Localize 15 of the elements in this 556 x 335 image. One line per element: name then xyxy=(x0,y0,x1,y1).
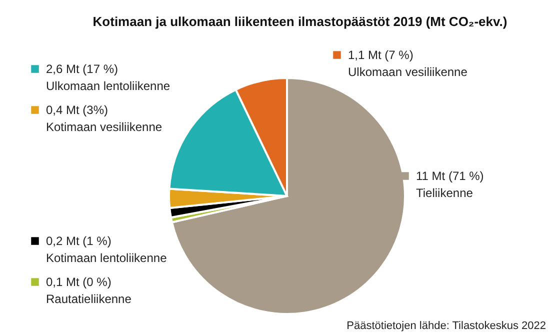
chart-title: Kotimaan ja ulkomaan liikenteen ilmastopäästöt 2019 (Mt CO₂-ekv.) xyxy=(92,14,508,29)
legend-label: Rautatieliikenne xyxy=(46,292,132,306)
data-label: 11 Mt (71 %) xyxy=(416,169,484,183)
data-label: 0,2 Mt (1 %) xyxy=(46,234,112,248)
data-label: 2,6 Mt (17 %) xyxy=(46,62,118,76)
legend-label: Ulkomaan lentoliikenne xyxy=(46,79,170,93)
legend-label: Tieliikenne xyxy=(416,186,474,200)
data-label: 1,1 Mt (7 %) xyxy=(348,48,414,62)
legend-label: Ulkomaan vesiliikenne xyxy=(348,65,468,79)
legend-label: Kotimaan vesiliikenne xyxy=(46,120,162,134)
text: Päästötietojen lähde: Tilastokeskus 2022 xyxy=(346,320,546,332)
data-label: 0,1 Mt (0 %) xyxy=(46,275,112,289)
legend-label: Kotimaan lentoliikenne xyxy=(46,251,168,265)
pie-slice xyxy=(170,77,406,315)
data-label: 0,4 Mt (3%) xyxy=(46,103,108,117)
